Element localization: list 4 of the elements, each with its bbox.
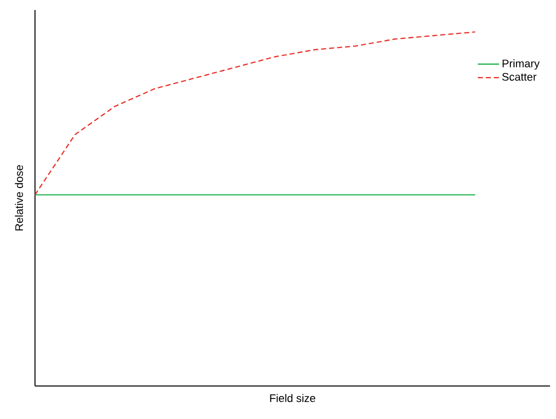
legend-label: Scatter [502, 72, 536, 81]
legend-label: Primary [502, 59, 540, 70]
x-axis-title: Field size [270, 394, 316, 402]
y-axis-title: Relative dose [14, 165, 24, 230]
